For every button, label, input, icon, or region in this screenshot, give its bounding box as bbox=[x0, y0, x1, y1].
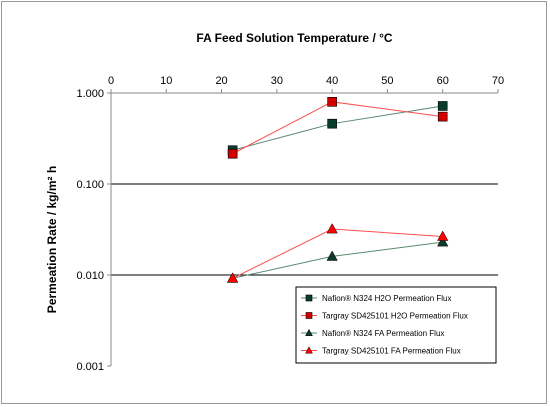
series-3-point-2 bbox=[437, 230, 449, 241]
series-1 bbox=[227, 97, 448, 159]
legend-label-0: Nafion® N324 H2O Permeation Flux bbox=[322, 294, 452, 303]
y-tick-label-2: 0.100 bbox=[76, 179, 104, 191]
series-layer bbox=[226, 97, 449, 283]
series-2-line bbox=[232, 241, 443, 279]
legend-swatch-marker-3 bbox=[305, 346, 313, 354]
axes bbox=[107, 89, 499, 367]
y-tick-label-0: 0.001 bbox=[76, 361, 104, 373]
x-axis-title: FA Feed Solution Temperature / °C bbox=[196, 31, 392, 45]
x-tick-label-7: 70 bbox=[492, 75, 504, 87]
legend-swatch-marker-2 bbox=[305, 328, 313, 336]
x-tick-label-0: 0 bbox=[108, 75, 114, 87]
series-0 bbox=[227, 101, 448, 156]
series-3-point-0 bbox=[226, 272, 239, 283]
series-2-point-2 bbox=[437, 236, 449, 247]
series-3-point-1 bbox=[326, 223, 338, 234]
x-tick-label-6: 60 bbox=[437, 75, 449, 87]
series-0-point-2 bbox=[437, 101, 448, 111]
x-tick-label-5: 50 bbox=[381, 75, 393, 87]
legend: Nafion® N324 H2O Permeation Flux Targray … bbox=[295, 286, 497, 364]
legend-swatch-marker-1 bbox=[305, 312, 313, 319]
legend-label-1: Targray SD425101 H2O Permeation Flux bbox=[322, 312, 468, 321]
legend-swatch-marker-0 bbox=[305, 294, 313, 302]
series-1-point-0 bbox=[227, 148, 238, 159]
legend-label-3: Targray SD425101 FA Permeation Flux bbox=[322, 347, 461, 356]
y-axis-title: Permeation Rate / kg/m² h bbox=[45, 166, 59, 313]
legend-entry-0: Nafion® N324 H2O Permeation Flux bbox=[301, 294, 452, 303]
series-0-point-1 bbox=[327, 118, 337, 129]
series-1-line bbox=[232, 101, 443, 155]
legend-entry-3: Targray SD425101 FA Permeation Flux bbox=[301, 346, 461, 356]
y-tick-label-3: 1.000 bbox=[76, 88, 104, 100]
x-tick-label-1: 10 bbox=[160, 75, 172, 87]
legend-entry-1: Targray SD425101 H2O Permeation Flux bbox=[301, 312, 468, 321]
x-tick-label-2: 20 bbox=[215, 75, 227, 87]
series-1-point-2 bbox=[437, 111, 448, 122]
legend-label-2: Nafion® N324 FA Permeation Flux bbox=[322, 329, 444, 338]
series-2-point-1 bbox=[326, 250, 338, 261]
legend-box bbox=[295, 286, 497, 364]
x-tick-label-4: 40 bbox=[326, 75, 338, 87]
x-tick-label-3: 30 bbox=[271, 75, 283, 87]
series-1-point-1 bbox=[327, 97, 337, 107]
y-tick-label-1: 0.010 bbox=[76, 270, 104, 282]
tick-labels: 0 10 20 30 40 50 60 70 0.001 0.010 0.100 1.000 bbox=[76, 75, 504, 373]
series-3 bbox=[226, 223, 449, 283]
legend-entry-2: Nafion® N324 FA Permeation Flux bbox=[301, 328, 444, 338]
